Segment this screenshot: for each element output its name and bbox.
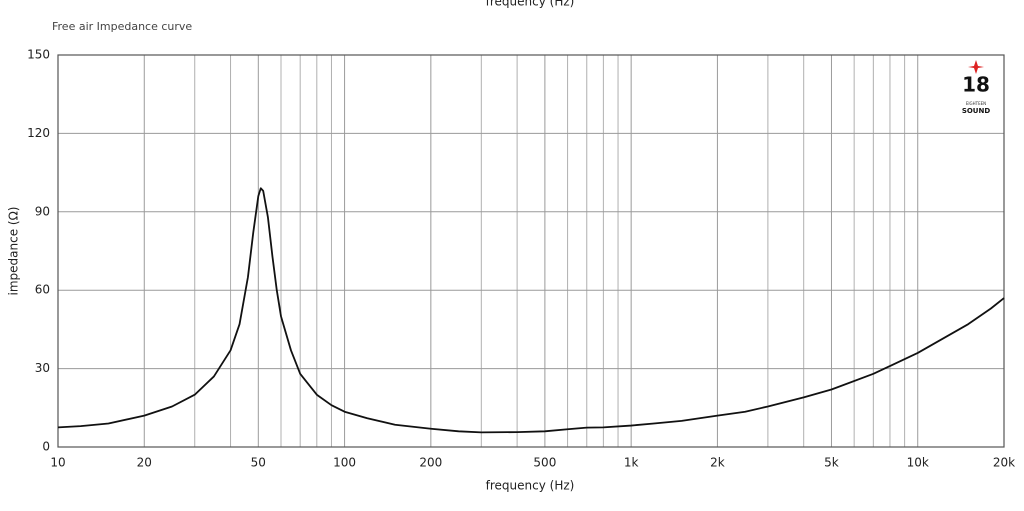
plot-frame bbox=[57, 54, 1005, 448]
x-tick-label: 500 bbox=[533, 456, 556, 470]
x-tick-label: 100 bbox=[333, 456, 356, 470]
x-axis-label: frequency (Hz) bbox=[486, 479, 575, 493]
x-tick-label: 200 bbox=[419, 456, 442, 470]
x-tick-label: 50 bbox=[251, 456, 266, 470]
x-tick-label: 5k bbox=[824, 456, 839, 470]
x-tick-label: 10k bbox=[907, 456, 929, 470]
logo-small: EIGHTEEN bbox=[966, 101, 986, 106]
grid bbox=[57, 54, 1005, 448]
chart-title: Free air Impedance curve bbox=[52, 20, 192, 33]
x-tick-label: 2k bbox=[710, 456, 725, 470]
y-tick-label: 60 bbox=[35, 283, 50, 297]
logo: 18 EIGHTEEN SOUND bbox=[962, 60, 991, 115]
y-tick-label: 120 bbox=[27, 126, 50, 140]
top-caption: frequency (Hz) bbox=[486, 0, 575, 9]
logo-name: SOUND bbox=[962, 107, 991, 115]
y-tick-label: 0 bbox=[42, 440, 50, 454]
logo-star bbox=[968, 60, 984, 74]
impedance-line bbox=[57, 187, 1005, 434]
x-tick-label: 20k bbox=[993, 456, 1015, 470]
y-axis-label: impedance (Ω) bbox=[7, 207, 21, 296]
x-tick-label: 20 bbox=[137, 456, 152, 470]
x-tick-label: 1k bbox=[624, 456, 639, 470]
logo-number: 18 bbox=[962, 73, 990, 97]
x-tick-label: 10 bbox=[50, 456, 65, 470]
y-tick-label: 150 bbox=[27, 48, 50, 62]
y-tick-label: 30 bbox=[35, 361, 50, 375]
y-tick-label: 90 bbox=[35, 204, 50, 218]
